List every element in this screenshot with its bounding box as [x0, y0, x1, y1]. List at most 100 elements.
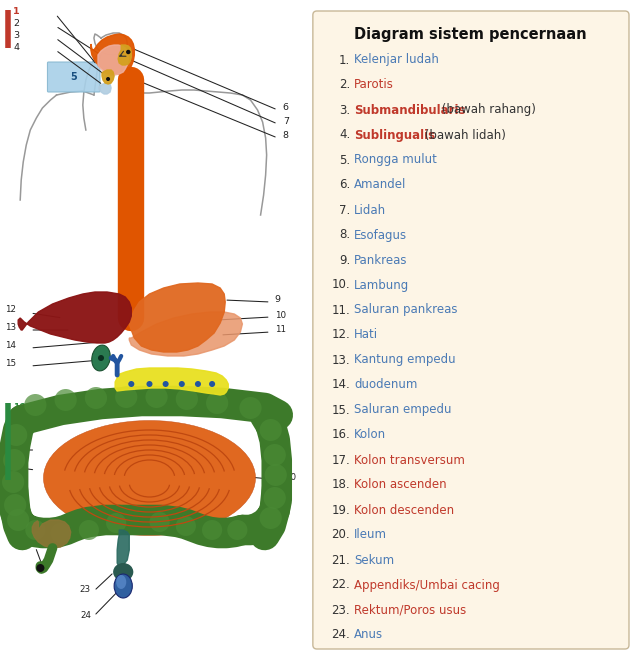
Polygon shape	[118, 45, 131, 65]
Text: 5: 5	[71, 72, 77, 82]
Text: Amandel: Amandel	[354, 178, 406, 192]
Text: Diagram sistem pencernaan: Diagram sistem pencernaan	[354, 27, 587, 43]
Ellipse shape	[116, 575, 126, 589]
Circle shape	[37, 564, 45, 572]
Text: 20: 20	[286, 473, 297, 483]
Text: Submandibularis: Submandibularis	[354, 104, 466, 116]
Circle shape	[260, 507, 282, 529]
Ellipse shape	[43, 420, 256, 535]
Text: (bawah rahang): (bawah rahang)	[438, 104, 536, 116]
Text: 2.: 2.	[339, 78, 350, 92]
Text: 18: 18	[13, 444, 25, 452]
Circle shape	[55, 389, 77, 411]
Text: (bawah lidah): (bawah lidah)	[421, 128, 506, 142]
Polygon shape	[91, 34, 134, 74]
Text: Sublingualis: Sublingualis	[354, 128, 435, 142]
Text: Kolon ascenden: Kolon ascenden	[354, 479, 447, 491]
Text: 2: 2	[13, 19, 19, 29]
Text: 6.: 6.	[339, 178, 350, 192]
Text: 6: 6	[283, 104, 289, 112]
Circle shape	[3, 449, 25, 471]
Circle shape	[163, 381, 169, 387]
Text: Esofagus: Esofagus	[354, 229, 408, 241]
Circle shape	[265, 464, 287, 486]
Text: Kantung empedu: Kantung empedu	[354, 354, 456, 366]
Text: 19: 19	[13, 464, 24, 473]
Text: 13: 13	[5, 323, 16, 332]
Text: 4: 4	[13, 43, 19, 53]
Circle shape	[206, 392, 228, 414]
Circle shape	[85, 387, 107, 409]
Text: Rektum/Poros usus: Rektum/Poros usus	[354, 604, 467, 616]
Text: 15.: 15.	[331, 404, 350, 416]
Circle shape	[202, 520, 222, 540]
Polygon shape	[18, 292, 131, 343]
Circle shape	[239, 397, 261, 419]
Circle shape	[106, 77, 110, 81]
Text: 4.: 4.	[339, 128, 350, 142]
Text: Hati: Hati	[354, 329, 379, 342]
Text: Lidah: Lidah	[354, 203, 386, 217]
Text: 5.: 5.	[339, 154, 350, 166]
Text: 24.: 24.	[331, 628, 350, 642]
Text: 12: 12	[5, 305, 16, 315]
Text: 14.: 14.	[331, 378, 350, 392]
Text: 21: 21	[13, 521, 24, 529]
Circle shape	[4, 494, 26, 516]
Text: Ileum: Ileum	[354, 529, 387, 541]
Circle shape	[263, 487, 286, 509]
Circle shape	[209, 381, 215, 387]
Circle shape	[24, 394, 47, 416]
Text: 16.: 16.	[331, 428, 350, 442]
Ellipse shape	[114, 574, 132, 598]
Circle shape	[126, 50, 130, 55]
Polygon shape	[115, 368, 228, 395]
Text: 20.: 20.	[331, 529, 350, 541]
Circle shape	[129, 381, 134, 387]
Circle shape	[79, 520, 99, 540]
Circle shape	[50, 523, 71, 543]
Text: 11: 11	[275, 325, 286, 334]
Circle shape	[263, 444, 286, 466]
Text: 1: 1	[13, 7, 20, 17]
Text: 22.: 22.	[331, 579, 350, 591]
Circle shape	[5, 424, 27, 446]
Circle shape	[176, 516, 196, 536]
Text: 18.: 18.	[331, 479, 350, 491]
Text: Anus: Anus	[354, 628, 384, 642]
Circle shape	[106, 513, 126, 533]
Text: 23.: 23.	[331, 604, 350, 616]
Circle shape	[176, 388, 198, 410]
Polygon shape	[129, 283, 226, 352]
Text: 17.: 17.	[331, 454, 350, 467]
Text: 8: 8	[283, 132, 289, 140]
Text: 22: 22	[13, 541, 24, 549]
Text: duodenum: duodenum	[354, 378, 418, 392]
Text: 12.: 12.	[331, 329, 350, 342]
Polygon shape	[129, 312, 243, 356]
Circle shape	[260, 419, 282, 441]
Polygon shape	[98, 45, 129, 75]
Ellipse shape	[92, 345, 110, 371]
Circle shape	[149, 512, 169, 532]
Text: 3.: 3.	[339, 104, 350, 116]
Text: 9.: 9.	[339, 253, 350, 267]
Text: 23: 23	[80, 585, 91, 595]
Text: 14: 14	[5, 342, 16, 350]
Text: 17: 17	[13, 424, 25, 432]
Circle shape	[179, 381, 185, 387]
Text: 8.: 8.	[339, 229, 350, 241]
Text: Kelenjar ludah: Kelenjar ludah	[354, 53, 439, 66]
Circle shape	[2, 471, 24, 493]
Text: 11.: 11.	[331, 303, 350, 317]
Circle shape	[25, 520, 45, 540]
Polygon shape	[102, 70, 114, 84]
Text: 13.: 13.	[331, 354, 350, 366]
Text: 21.: 21.	[331, 553, 350, 567]
Text: 24: 24	[80, 610, 91, 620]
Text: Kolon descenden: Kolon descenden	[354, 503, 454, 517]
Text: 16: 16	[13, 404, 25, 412]
Text: Appendiks/Umbai cacing: Appendiks/Umbai cacing	[354, 579, 500, 591]
Text: Saluran empedu: Saluran empedu	[354, 404, 452, 416]
Circle shape	[98, 355, 104, 361]
